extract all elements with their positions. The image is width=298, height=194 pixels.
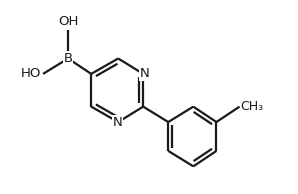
Text: N: N xyxy=(112,116,122,129)
Text: B: B xyxy=(63,52,73,65)
Text: HO: HO xyxy=(21,67,41,80)
Text: N: N xyxy=(139,67,149,80)
Text: OH: OH xyxy=(58,15,78,28)
Text: CH₃: CH₃ xyxy=(240,100,264,113)
